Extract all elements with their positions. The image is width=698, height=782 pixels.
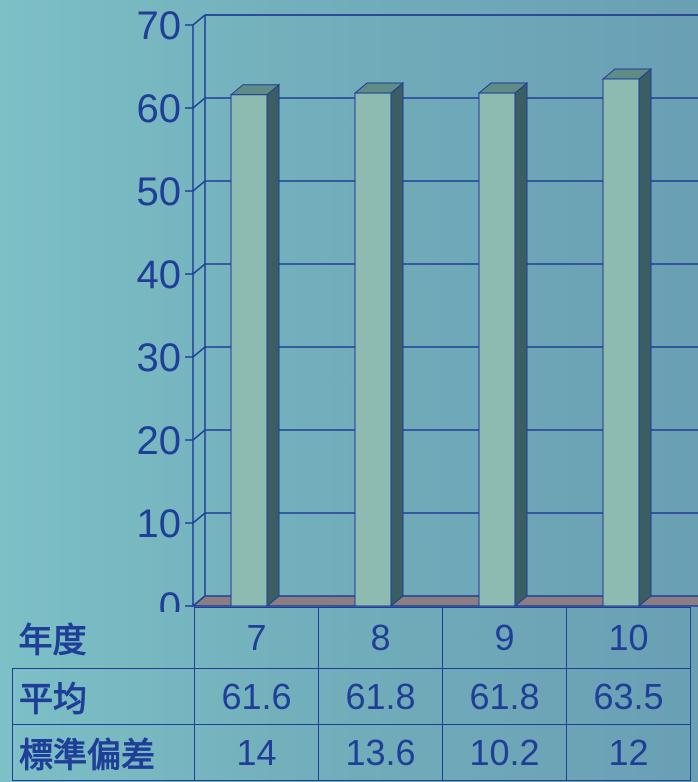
chart-floor — [190, 595, 698, 607]
bar-side — [514, 81, 528, 608]
y-tick-label: 60 — [137, 87, 182, 131]
bars — [229, 67, 653, 608]
bar-side — [638, 67, 652, 608]
y-tick-label: 50 — [137, 170, 182, 214]
y-tick-label: 40 — [137, 253, 182, 297]
table-row-stddev: 標準偏差 14 13.6 10.2 12 — [12, 724, 691, 781]
table-cell: 61.8 — [318, 668, 443, 725]
gridline-depth — [192, 97, 206, 109]
y-tick-label: 70 — [137, 4, 182, 48]
y-tick-label: 20 — [137, 419, 182, 463]
y-tick-labels: 70 60 50 40 30 20 10 0 — [137, 4, 182, 612]
bar-side — [390, 81, 404, 608]
bar-9 — [477, 81, 529, 608]
table-row-mean: 平均 61.6 61.8 61.8 63.5 — [12, 668, 691, 725]
y-tick-label: 30 — [137, 336, 182, 380]
gridline-depth — [192, 429, 206, 441]
y-tick-label: 0 — [159, 585, 181, 612]
bar-10 — [601, 67, 653, 608]
table-cell: 12 — [566, 724, 691, 781]
bar-face — [354, 92, 392, 607]
gridline-depth — [192, 263, 206, 275]
row-header-mean: 平均 — [12, 668, 195, 725]
bar-face — [478, 92, 516, 607]
bar-8 — [353, 81, 405, 608]
bar-side — [266, 83, 280, 608]
bar-face — [230, 94, 268, 607]
bar-face — [602, 78, 640, 607]
row-header-year: 年度 — [12, 607, 195, 669]
table-cell: 13.6 — [318, 724, 443, 781]
gridline-depth — [192, 14, 206, 26]
table-cell: 9 — [442, 607, 567, 669]
table-cell: 7 — [194, 607, 319, 669]
table-cell: 61.6 — [194, 668, 319, 725]
table-cell: 63.5 — [566, 668, 691, 725]
data-table: 年度 7 8 9 10 平均 61.6 61.8 61.8 63.5 標準偏差 … — [12, 607, 691, 781]
bar-chart: 70 60 50 40 30 20 10 0 — [137, 4, 698, 612]
row-header-stddev: 標準偏差 — [12, 724, 195, 781]
table-cell: 61.8 — [442, 668, 567, 725]
table-row-year: 年度 7 8 9 10 — [12, 607, 691, 669]
bar-7 — [229, 83, 281, 608]
table-cell: 8 — [318, 607, 443, 669]
table-cell: 14 — [194, 724, 319, 781]
table-cell: 10.2 — [442, 724, 567, 781]
table-cell: 10 — [566, 607, 691, 669]
gridline-depth — [192, 180, 206, 192]
gridline-depth — [192, 512, 206, 524]
y-tick-label: 10 — [137, 502, 182, 546]
gridline-depth — [192, 346, 206, 358]
axis-frame — [190, 14, 698, 607]
